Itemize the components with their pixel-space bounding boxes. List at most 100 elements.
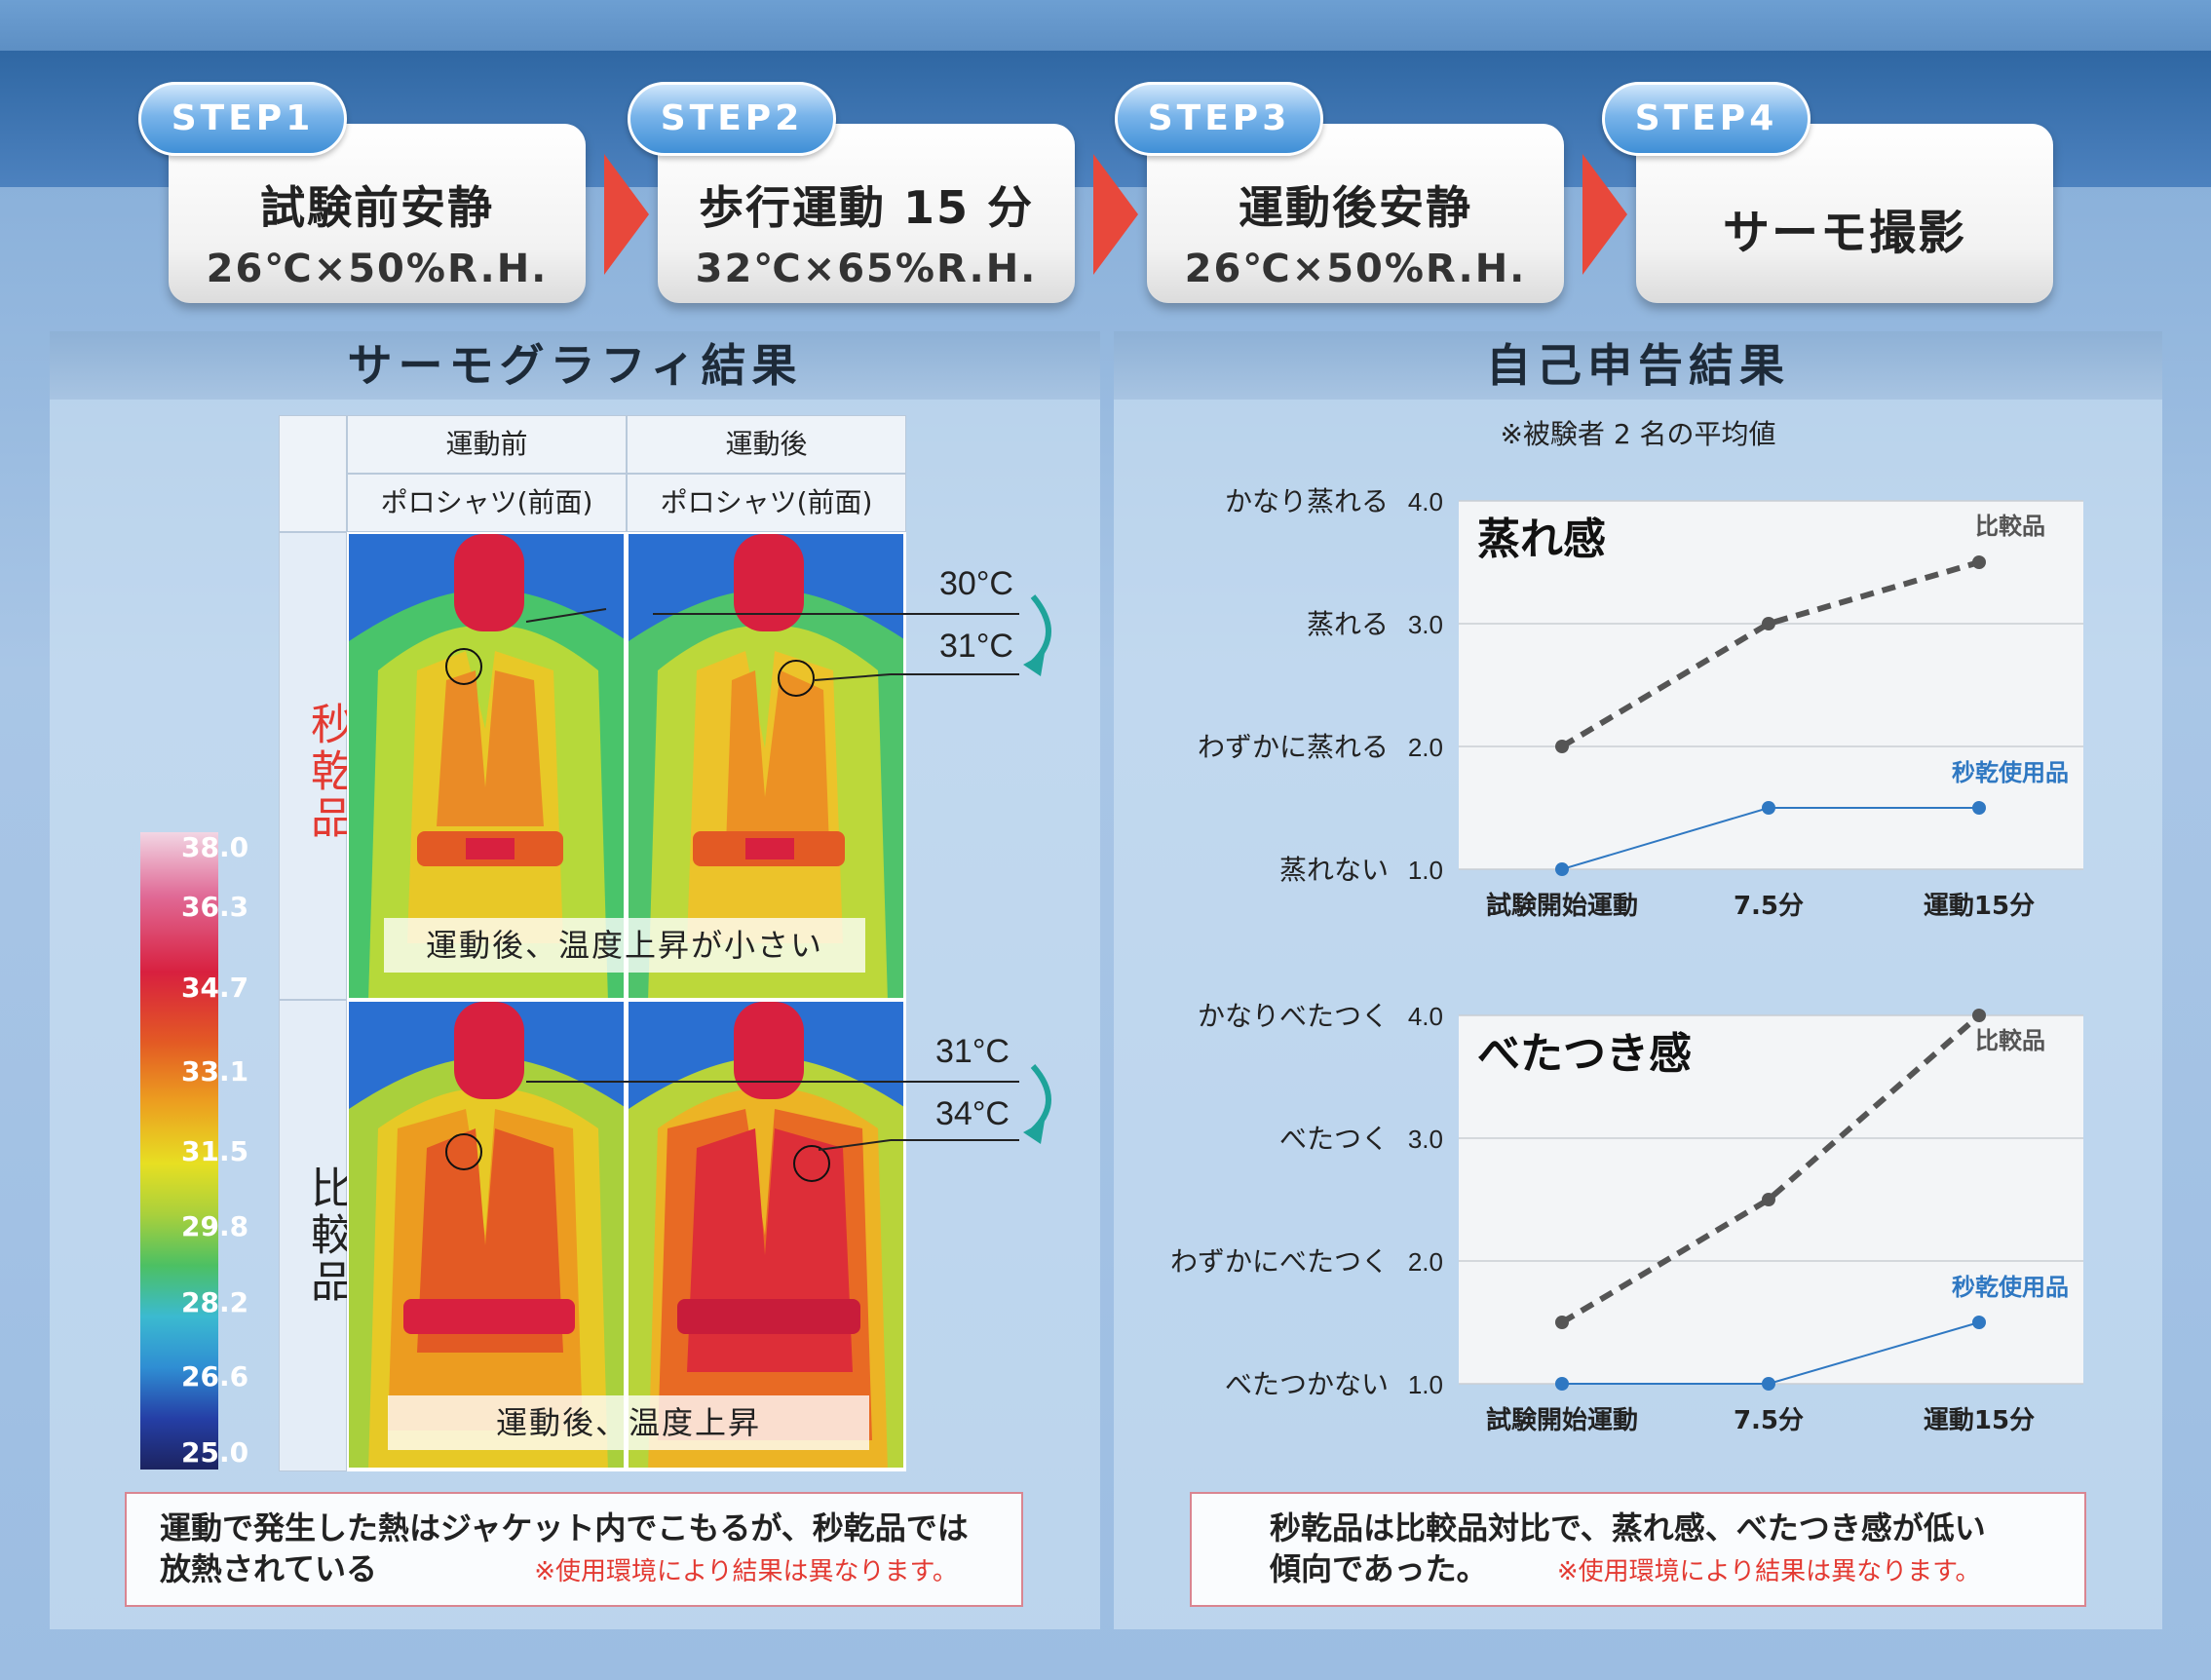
temp-comparison-after: 34°C: [935, 1095, 1010, 1132]
series-label: 秒乾使用品: [1952, 759, 2069, 786]
step3-title: 運動後安静: [1239, 181, 1472, 234]
temp-product-before: 30°C: [939, 565, 1013, 602]
row1-label: 秒乾品: [303, 702, 353, 842]
data-point: [1555, 1316, 1569, 1329]
arrow-head-icon: [1023, 653, 1045, 676]
data-point: [1972, 1316, 1986, 1329]
step1-badge: STEP1: [138, 82, 347, 156]
y-tick-label: かなりべたつく: [1198, 1000, 1389, 1032]
y-tick-label: べたつかない: [1225, 1368, 1389, 1400]
step2-badge: STEP2: [628, 82, 836, 156]
y-tick-label: わずかに蒸れる: [1198, 731, 1389, 763]
step3-condition: 26℃×50%R.H.: [1184, 247, 1527, 291]
thermal-image-comparison-before: [347, 1000, 626, 1470]
y-tick-value: 3.0: [1408, 1125, 1443, 1154]
y-tick-label: かなり蒸れる: [1225, 485, 1389, 517]
survey-conclusion-line2: 傾向であった。: [1270, 1550, 1488, 1587]
step1-condition: 26℃×50%R.H.: [206, 247, 549, 291]
step-arrow-3: [1582, 154, 1627, 275]
scale-label-2: 34.7: [181, 972, 249, 1004]
y-tick-value: 4.0: [1408, 487, 1443, 516]
series-line: [1560, 559, 1980, 749]
x-tick-label: 試験開始運動: [1486, 1405, 1638, 1435]
scale-label-4: 31.5: [181, 1135, 249, 1167]
step3-badge: STEP3: [1115, 82, 1323, 156]
step4-badge: STEP4: [1602, 82, 1811, 156]
y-tick-value: 2.0: [1408, 733, 1443, 762]
arrow-head-icon-2: [1023, 1121, 1045, 1144]
callout-line-1: [525, 608, 607, 623]
thermal-figure-comparison-after: [629, 1002, 903, 1468]
series-label: 秒乾使用品: [1952, 1274, 2069, 1301]
chart-title: べたつき感: [1477, 1029, 1692, 1079]
row1-caption: 運動後、温度上昇が小さい: [384, 918, 865, 973]
row2-caption-wrap: 運動後、温度上昇: [388, 1395, 869, 1450]
chart-betatsuki: 1.0 べたつかない 2.0 わずかにべたつく 3.0 べたつく 4.0 かなりべたつくべたつ…: [1170, 1000, 2083, 1435]
series-line: [1560, 1012, 1981, 1325]
data-point: [1555, 740, 1569, 753]
step2-title: 歩行運動 15 分: [698, 181, 1035, 234]
y-tick-label: 蒸れない: [1279, 854, 1389, 886]
scale-label-8: 25.0: [181, 1436, 249, 1469]
step4-title: サーモ撮影: [1722, 206, 1966, 260]
col-before-header: 運動前: [347, 415, 627, 474]
y-tick-value: 3.0: [1408, 610, 1443, 639]
y-tick-value: 1.0: [1408, 856, 1443, 885]
x-tick-label: 運動15分: [1924, 892, 2035, 921]
thermal-image-comparison-after: [627, 1000, 905, 1470]
data-point: [1555, 1377, 1569, 1391]
thermo-conclusion-line1: 運動で発生した熱はジャケット内でこもるが、秒乾品では: [160, 1509, 969, 1546]
thermo-conclusion: 運動で発生した熱はジャケット内でこもるが、秒乾品では 放熱されている ※使用環境…: [125, 1492, 1023, 1607]
curved-arrow-icon-2: [1030, 1064, 1051, 1133]
survey-conclusion-line1: 秒乾品は比較品対比で、蒸れ感、べたつき感が低い: [1270, 1509, 1986, 1546]
callout-line-3: [814, 673, 892, 681]
survey-disclaimer: ※使用環境により結果は異なります。: [1556, 1557, 1981, 1586]
row2-caption: 運動後、温度上昇: [388, 1395, 869, 1450]
thermo-heading: サーモグラフィ結果: [50, 331, 1100, 400]
step-arrow-2: [1093, 154, 1138, 275]
survey-conclusion: 秒乾品は比較品対比で、蒸れ感、べたつき感が低い 傾向であった。 ※使用環境により…: [1190, 1492, 2086, 1607]
row2-label-cell: [279, 1000, 347, 1471]
data-point: [1762, 617, 1775, 630]
scale-label-1: 36.3: [181, 891, 249, 923]
series-label: 比較品: [1975, 513, 2045, 540]
temperature-callouts: [525, 594, 1051, 1151]
data-point: [1762, 1193, 1775, 1206]
scale-label-7: 26.6: [181, 1360, 249, 1393]
x-tick-label: 7.5分: [1734, 1406, 1804, 1435]
y-tick-value: 2.0: [1408, 1247, 1443, 1277]
y-tick-label: べたつく: [1279, 1123, 1389, 1155]
x-tick-label: 運動15分: [1924, 1406, 2035, 1435]
temperature-color-scale: [140, 832, 218, 1470]
top-band: [0, 0, 2211, 51]
data-point: [1762, 1377, 1775, 1391]
row1-label-cell: [279, 532, 347, 1000]
data-point: [1555, 862, 1569, 876]
curved-arrow-icon: [1030, 594, 1051, 666]
data-point: [1972, 801, 1986, 815]
survey-conclusion-line2-wrap: 傾向であった。 ※使用環境により結果は異なります。: [1270, 1548, 2084, 1592]
step2-condition: 32℃×65%R.H.: [695, 247, 1038, 291]
x-tick-label: 7.5分: [1734, 892, 1804, 921]
scale-label-0: 38.0: [181, 831, 249, 863]
thermo-conclusion-line2-wrap: 放熱されている ※使用環境により結果は異なります。: [160, 1548, 1021, 1592]
row1-caption-wrap: 運動後、温度上昇が小さい: [384, 918, 865, 973]
grid-corner: [279, 415, 347, 532]
step1-title: 試験前安静: [260, 181, 494, 234]
scale-label-3: 33.1: [181, 1055, 249, 1088]
survey-subnote: ※被験者 2 名の平均値: [1500, 418, 1776, 450]
thermo-disclaimer: ※使用環境により結果は異なります。: [534, 1557, 958, 1586]
y-tick-value: 1.0: [1408, 1370, 1443, 1399]
temp-comparison-before: 31°C: [935, 1033, 1010, 1070]
y-tick-label: 蒸れる: [1307, 608, 1389, 640]
thermo-conclusion-line2: 放熱されている: [160, 1550, 378, 1587]
thermal-figure-comparison-before: [349, 1002, 624, 1468]
col-after-header: 運動後: [627, 415, 906, 474]
row2-label: 比較品: [303, 1165, 353, 1306]
chart-mure: 1.0 蒸れない 2.0 わずかに蒸れる 3.0 蒸れる 4.0 かなり蒸れる蒸れ感試験開始運…: [1198, 485, 2083, 921]
x-tick-label: 試験開始運動: [1486, 891, 1638, 921]
chart-title: 蒸れ感: [1477, 515, 1606, 564]
survey-heading: 自己申告結果: [1114, 331, 2162, 400]
data-point: [1972, 555, 1986, 569]
step-arrow-1: [604, 154, 649, 275]
